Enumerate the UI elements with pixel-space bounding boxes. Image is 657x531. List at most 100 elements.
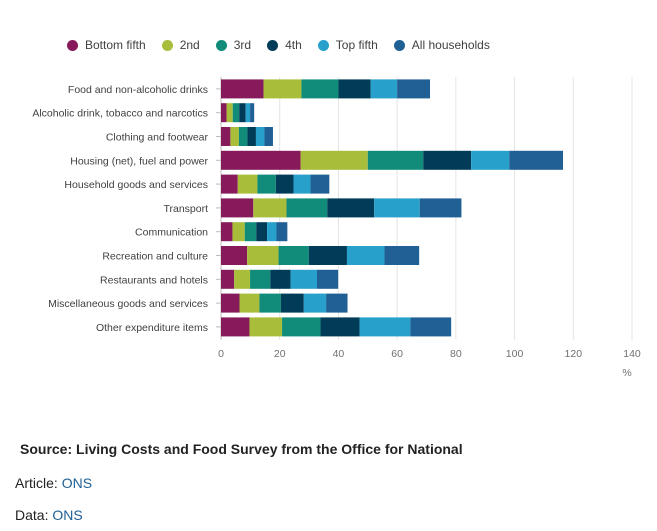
chart-legend: Bottom fifth 2nd 3rd 4th Top fifth All h… <box>67 38 506 52</box>
x-tick-label: 0 <box>218 348 224 360</box>
legend-item-3rd: 3rd <box>215 38 252 52</box>
bar-segment <box>239 293 260 313</box>
bar-segment <box>221 79 264 99</box>
bar-segment <box>374 198 420 218</box>
category-label: Restaurants and hotels <box>100 274 208 286</box>
legend-label: Top fifth <box>335 38 378 52</box>
bar-segment <box>232 222 245 242</box>
category-label: Recreation and culture <box>102 251 208 263</box>
bar-segment <box>250 269 271 289</box>
bar-segment <box>221 198 254 218</box>
bar-segment <box>310 174 330 194</box>
data-prefix: Data: <box>15 507 53 523</box>
bar-segment <box>232 103 240 123</box>
legend-label: 4th <box>285 38 302 52</box>
bar-segment <box>247 246 279 265</box>
bar-segment <box>221 103 227 123</box>
bar-segment <box>278 246 309 265</box>
bar-segment <box>419 198 462 218</box>
bar-segment <box>338 79 371 99</box>
bar-segment <box>221 317 250 337</box>
bar-segment <box>238 127 248 146</box>
bar-segment <box>259 293 281 313</box>
category-label: Food and non-alcoholic drinks <box>68 84 208 96</box>
bar-segment <box>245 103 251 123</box>
legend-swatch <box>67 39 78 51</box>
x-tick-label: 60 <box>391 348 403 360</box>
bar-segment <box>308 246 347 265</box>
bar-segment <box>327 198 375 218</box>
category-label: Communication <box>135 227 208 239</box>
bar-segment <box>221 222 233 242</box>
bar-segment <box>397 79 431 99</box>
x-tick-label: 100 <box>506 348 524 360</box>
x-tick-label: 120 <box>565 348 583 360</box>
bar-segment <box>257 174 276 194</box>
bar-segment <box>301 79 339 99</box>
legend-label: All households <box>411 38 490 52</box>
bar-segment <box>367 150 424 170</box>
bar-segment <box>303 293 327 313</box>
category-label: Alcoholic drink, tobacco and narcotics <box>32 108 208 120</box>
bar-segment <box>221 150 301 170</box>
bar-segment <box>267 222 277 242</box>
article-line: Article: ONS <box>15 475 92 491</box>
bar-segment <box>226 103 233 123</box>
x-tick-label: 20 <box>274 348 286 360</box>
bar-segment <box>256 222 268 242</box>
article-prefix: Article: <box>15 475 62 491</box>
legend-label: 2nd <box>179 38 200 52</box>
bar-segment <box>263 79 302 99</box>
legend-item-bottom-fifth: Bottom fifth <box>67 38 146 52</box>
bar-segment <box>320 317 360 337</box>
bar-segment <box>370 79 398 99</box>
bar-segment <box>300 150 368 170</box>
bar-segment <box>255 127 265 146</box>
bar-segment <box>293 174 311 194</box>
legend-swatch <box>161 39 173 51</box>
bar-segment <box>237 174 258 194</box>
bar-segment <box>221 127 231 146</box>
legend-swatch <box>317 39 329 51</box>
legend-item-all-households: All households <box>393 38 490 52</box>
article-link[interactable]: ONS <box>61 475 93 491</box>
legend-swatch <box>267 39 279 51</box>
data-line: Data: ONS <box>15 507 83 523</box>
bar-segment <box>244 222 257 242</box>
bar-segment <box>221 293 240 313</box>
bar-segment <box>282 317 321 337</box>
bar-segment <box>276 222 288 242</box>
bar-segment <box>221 174 238 194</box>
bar-segment <box>410 317 452 337</box>
bar-segment <box>234 269 251 289</box>
bar-segment <box>359 317 411 337</box>
x-axis-unit-label: % <box>622 367 631 379</box>
legend-label: 3rd <box>233 38 252 52</box>
legend-swatch <box>393 39 405 51</box>
source-note: Source: Living Costs and Food Survey fro… <box>20 441 463 457</box>
bar-segment <box>290 269 317 289</box>
bar-segment <box>221 269 235 289</box>
bar-segment <box>471 150 510 170</box>
category-label: Housing (net), fuel and power <box>70 155 208 167</box>
bar-segment <box>384 246 420 265</box>
legend-item-4th: 4th <box>267 38 302 52</box>
legend-label: Bottom fifth <box>85 38 146 52</box>
legend-item-2nd: 2nd <box>161 38 200 52</box>
bar-segment <box>270 269 291 289</box>
bar-segment <box>230 127 239 146</box>
legend-item-top-fifth: Top fifth <box>317 38 378 52</box>
bar-segment <box>253 198 287 218</box>
bar-segment <box>275 174 294 194</box>
bar-segment <box>316 269 339 289</box>
bar-segment <box>264 127 273 146</box>
category-label: Clothing and footwear <box>106 132 209 144</box>
category-label: Miscellaneous goods and services <box>48 298 208 310</box>
data-link[interactable]: ONS <box>52 507 83 523</box>
x-tick-label: 80 <box>450 348 462 360</box>
bar-segment <box>247 127 256 146</box>
bar-segment <box>250 103 255 123</box>
bar-segment <box>423 150 472 170</box>
stacked-bar-chart: Food and non-alcoholic drinks Alcoholic d… <box>32 77 641 379</box>
category-label: Other expenditure items <box>96 322 208 334</box>
